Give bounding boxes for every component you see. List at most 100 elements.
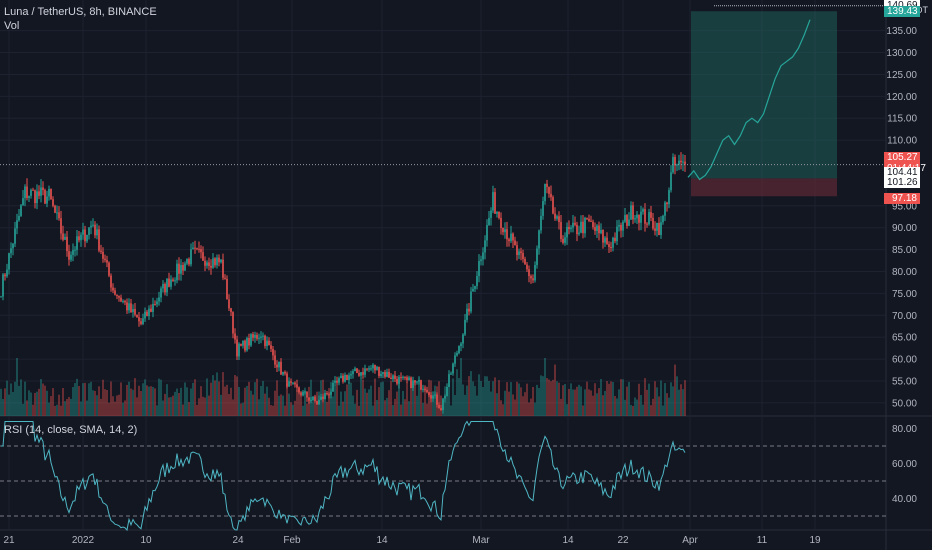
- volume-bar: [214, 380, 216, 416]
- volume-bar: [286, 383, 288, 416]
- volume-bar: [46, 390, 48, 416]
- volume-bar: [184, 382, 186, 416]
- candle: [640, 211, 642, 223]
- candle: [586, 217, 588, 219]
- volume-bar: [446, 387, 448, 416]
- candle: [44, 190, 46, 204]
- rsi-tick-label: 80.00: [892, 424, 917, 435]
- candle: [472, 288, 474, 292]
- price-tick-label: 120.00: [886, 92, 917, 103]
- time-axis[interactable]: 21 2022 10 24 Feb 14 Mar 14 22 Apr 11 19: [3, 535, 821, 546]
- candle: [634, 218, 636, 220]
- candle: [224, 277, 226, 279]
- volume-bar: [480, 381, 482, 416]
- volume-bar: [276, 380, 278, 416]
- volume-bar: [428, 379, 430, 416]
- volume-bar: [524, 392, 526, 416]
- volume-bar: [492, 381, 494, 416]
- volume-bar: [650, 405, 652, 416]
- volume-bar: [346, 384, 348, 416]
- volume-bar: [330, 382, 332, 416]
- candle: [300, 392, 302, 396]
- volume-bar: [426, 403, 428, 416]
- volume-bar: [684, 380, 686, 416]
- volume-bar: [592, 395, 594, 416]
- candle: [426, 389, 428, 393]
- rsi-label[interactable]: RSI (14, close, SMA, 14, 2): [4, 424, 138, 436]
- candle: [320, 396, 322, 400]
- position-zones[interactable]: [691, 5, 886, 197]
- candle: [528, 269, 530, 277]
- candle: [256, 334, 258, 339]
- candle: [0, 296, 2, 298]
- candle: [230, 308, 232, 313]
- candle: [468, 308, 470, 312]
- volume-bar: [264, 393, 266, 416]
- volume-bar: [366, 392, 368, 416]
- volume-bar: [620, 379, 622, 416]
- candle: [614, 237, 616, 242]
- volume-bar: [610, 381, 612, 416]
- candle: [422, 388, 424, 390]
- candle: [180, 265, 182, 274]
- candle: [68, 251, 70, 260]
- candle: [316, 401, 318, 405]
- candle: [436, 394, 438, 405]
- volume-bar: [518, 383, 520, 416]
- price-tick-label: 90.00: [892, 223, 917, 234]
- volume-bar: [672, 386, 674, 416]
- volume-bar: [272, 405, 274, 416]
- candlesticks[interactable]: [0, 152, 686, 414]
- candle: [562, 238, 564, 243]
- candle: [56, 212, 58, 214]
- candle: [376, 366, 378, 371]
- candle: [568, 226, 570, 230]
- volume-bar: [512, 394, 514, 416]
- candle: [518, 251, 520, 256]
- volume-bar: [250, 390, 252, 416]
- candle: [570, 227, 572, 230]
- volume-bar: [576, 386, 578, 416]
- candle: [392, 375, 394, 380]
- candle: [46, 196, 48, 204]
- candle: [184, 263, 186, 271]
- candle: [206, 262, 208, 266]
- volume-bar: [98, 386, 100, 416]
- candle: [480, 259, 482, 262]
- candle: [394, 375, 396, 379]
- volume-bar: [632, 405, 634, 416]
- volume-bar: [648, 383, 650, 416]
- candle: [106, 260, 108, 263]
- candle: [360, 372, 362, 376]
- volume-bar: [24, 381, 26, 416]
- candle: [440, 408, 442, 411]
- volume-label: Vol: [4, 20, 20, 32]
- rsi-panel[interactable]: [0, 420, 886, 532]
- volume-bar: [246, 385, 248, 416]
- candle: [410, 377, 412, 388]
- volume-bar: [72, 387, 74, 416]
- candle: [8, 253, 10, 270]
- volume-bar: [130, 388, 132, 416]
- candle: [162, 283, 164, 289]
- symbol-title[interactable]: Luna / TetherUS, 8h, BINANCE: [4, 6, 157, 18]
- volume-bar: [312, 401, 314, 416]
- volume-bar: [198, 398, 200, 416]
- candle: [34, 190, 36, 204]
- candle: [552, 197, 554, 214]
- volume-bar: [374, 378, 376, 416]
- volume-bar: [376, 399, 378, 416]
- volume-bar: [560, 398, 562, 416]
- candle: [412, 380, 414, 388]
- candle: [192, 247, 194, 250]
- volume-bar: [662, 405, 664, 416]
- volume-bar: [174, 391, 176, 416]
- volume-bar: [176, 388, 178, 416]
- volume-bar: [644, 378, 646, 416]
- price-axis[interactable]: 135.00 130.00 125.00 120.00 115.00 110.00 95.0…: [886, 26, 917, 505]
- volume-bar: [384, 400, 386, 416]
- candle: [28, 195, 30, 199]
- candle: [650, 212, 652, 218]
- candle: [232, 312, 234, 334]
